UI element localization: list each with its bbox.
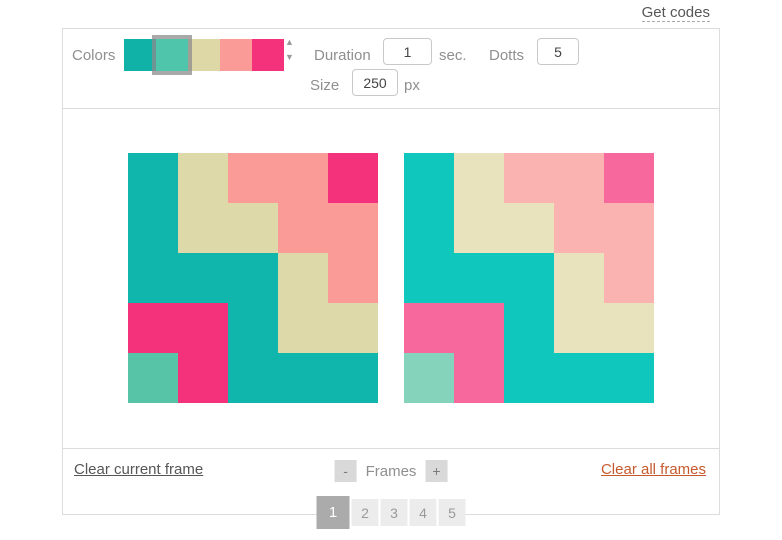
pixel-cell <box>604 303 654 353</box>
pixel-cell <box>604 153 654 203</box>
pixel-cell[interactable] <box>178 153 228 203</box>
frames-label: Frames <box>365 462 417 480</box>
pixel-cell <box>404 153 454 203</box>
pixel-cell[interactable] <box>178 203 228 253</box>
duration-label: Duration <box>314 47 371 64</box>
palette-scroll-down-icon[interactable]: ▼ <box>285 52 294 62</box>
pixel-cell <box>404 253 454 303</box>
pixel-cell <box>504 153 554 203</box>
pixel-cell[interactable] <box>178 353 228 403</box>
add-frame-button[interactable]: + <box>425 460 448 482</box>
palette-scroll-up-icon[interactable]: ▲ <box>285 37 294 47</box>
frame-page-button-3[interactable]: 3 <box>380 499 408 526</box>
pixel-cell[interactable] <box>128 153 178 203</box>
pixel-cell[interactable] <box>228 353 278 403</box>
palette-swatch-seafoam[interactable] <box>152 35 192 75</box>
color-palette <box>124 35 284 75</box>
pixel-cell <box>454 353 504 403</box>
frame-page-button-5[interactable]: 5 <box>438 499 466 526</box>
pixel-cell[interactable] <box>128 353 178 403</box>
pixel-cell <box>604 203 654 253</box>
pixel-cell[interactable] <box>328 303 378 353</box>
duration-unit-label: sec. <box>439 47 467 64</box>
frame-page-button-2[interactable]: 2 <box>351 499 379 526</box>
dotts-input[interactable] <box>537 38 579 65</box>
pixel-cell[interactable] <box>278 153 328 203</box>
pixel-cell <box>504 203 554 253</box>
frames-stepper: - Frames + <box>334 460 448 482</box>
pixel-cell[interactable] <box>228 203 278 253</box>
current-frame-canvas <box>128 153 378 403</box>
duration-input[interactable] <box>383 38 432 65</box>
get-codes-link[interactable]: Get codes <box>641 4 710 22</box>
pixel-cell[interactable] <box>178 303 228 353</box>
frame-page-button-1[interactable]: 1 <box>316 496 350 529</box>
pixel-cell <box>504 353 554 403</box>
size-unit-label: px <box>404 77 420 94</box>
frame-page-button-4[interactable]: 4 <box>409 499 437 526</box>
pixel-cell <box>604 253 654 303</box>
footer-controls: Clear current frame - Frames + Clear all… <box>63 448 719 514</box>
pixel-cell <box>454 203 504 253</box>
pixel-cell <box>554 353 604 403</box>
pixel-cell <box>404 353 454 403</box>
toolbar: Colors ▲ ▼ Duration sec. Dotts Size px <box>63 29 719 109</box>
pixel-cell <box>454 153 504 203</box>
pixel-cell <box>454 253 504 303</box>
pixel-cell <box>554 253 604 303</box>
clear-all-frames-link[interactable]: Clear all frames <box>600 461 706 478</box>
pixel-cell <box>504 253 554 303</box>
palette-swatch-pink[interactable] <box>252 39 284 71</box>
pixel-cell[interactable] <box>278 253 328 303</box>
pixel-cell[interactable] <box>228 303 278 353</box>
dotts-label: Dotts <box>489 47 525 64</box>
colors-label: Colors <box>72 47 116 64</box>
size-input[interactable] <box>352 69 398 96</box>
pixel-cell <box>604 353 654 403</box>
animation-preview <box>404 153 654 403</box>
palette-swatch-khaki[interactable] <box>188 39 220 71</box>
pixel-cell[interactable] <box>278 353 328 403</box>
pixel-cell[interactable] <box>328 203 378 253</box>
pixel-cell[interactable] <box>128 303 178 353</box>
pixel-cell[interactable] <box>278 203 328 253</box>
pixel-cell <box>554 303 604 353</box>
pixel-cell[interactable] <box>228 153 278 203</box>
pixel-cell[interactable] <box>328 253 378 303</box>
pixel-cell[interactable] <box>228 253 278 303</box>
pixel-cell <box>404 203 454 253</box>
pixel-cell[interactable] <box>178 253 228 303</box>
pixel-cell[interactable] <box>128 203 178 253</box>
editor-panel: Colors ▲ ▼ Duration sec. Dotts Size px C… <box>62 28 720 529</box>
size-label: Size <box>310 77 340 94</box>
pixel-cell <box>504 303 554 353</box>
clear-current-frame-link[interactable]: Clear current frame <box>74 461 204 478</box>
pixel-cell[interactable] <box>328 353 378 403</box>
palette-swatch-salmon[interactable] <box>220 39 252 71</box>
pixel-cell <box>554 153 604 203</box>
pixel-cell[interactable] <box>278 303 328 353</box>
palette-spinner: ▲ ▼ <box>285 38 294 62</box>
pixel-cell[interactable] <box>128 253 178 303</box>
pixel-cell <box>454 303 504 353</box>
pixel-cell <box>404 303 454 353</box>
palette-swatch-teal[interactable] <box>124 39 156 71</box>
pixel-cell[interactable] <box>328 153 378 203</box>
remove-frame-button[interactable]: - <box>334 460 357 482</box>
pixel-cell <box>554 203 604 253</box>
